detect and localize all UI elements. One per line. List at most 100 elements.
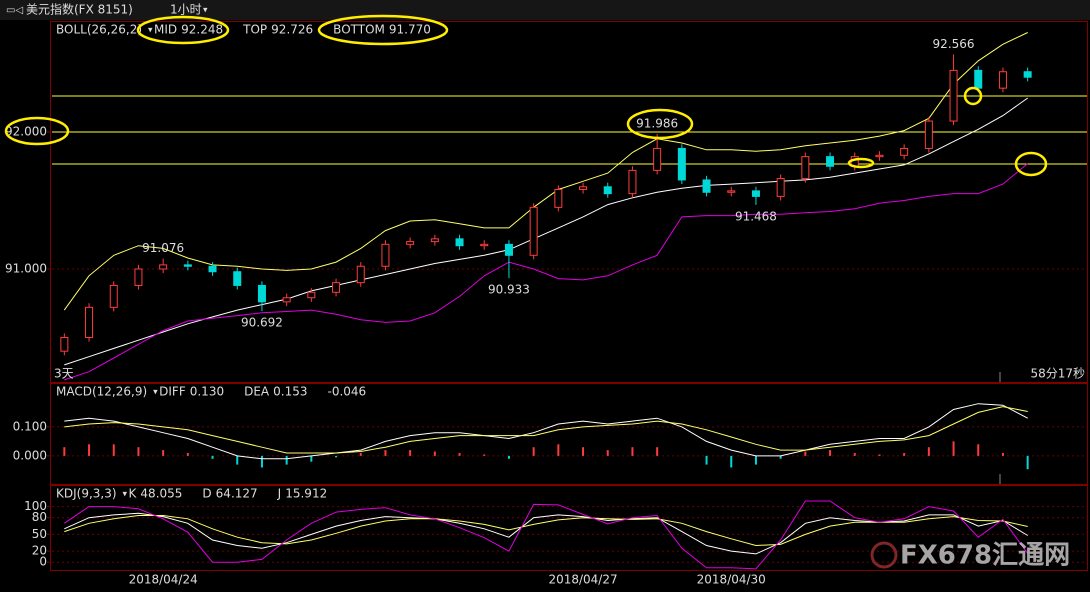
y-tick-label: 80 bbox=[32, 510, 47, 524]
candle-body bbox=[702, 179, 711, 193]
indicator-caret: ▾ bbox=[148, 26, 153, 36]
y-tick-label: 50 bbox=[32, 527, 47, 541]
watermark: FX678汇通网 bbox=[900, 541, 1070, 571]
kdj-line bbox=[64, 500, 1029, 570]
readout-name: K bbox=[129, 487, 138, 501]
candle-body bbox=[455, 238, 464, 247]
candle-body bbox=[60, 336, 69, 352]
readout-value: 0.153 bbox=[273, 385, 307, 399]
x-tick-label: 2018/04/24 bbox=[129, 573, 198, 587]
candle-body bbox=[332, 282, 341, 293]
readout-name: J bbox=[277, 487, 282, 501]
plot: 91.000 92.000 91.076 90.692 90.933 91.986 91.4… bbox=[5, 23, 1087, 587]
candle-body bbox=[282, 297, 291, 303]
candle-body bbox=[801, 156, 810, 180]
y-tick-label: 0.100 bbox=[13, 419, 47, 433]
candle-body bbox=[751, 190, 760, 197]
macd-line bbox=[64, 406, 1028, 454]
x-tick-label: 2018/04/27 bbox=[548, 573, 617, 587]
candle-body bbox=[677, 147, 686, 181]
candle-body bbox=[183, 264, 192, 267]
readout-name: BOTTOM bbox=[333, 23, 385, 37]
period[interactable]: 1小时 bbox=[170, 3, 202, 17]
candle-body bbox=[998, 71, 1007, 89]
candle-body bbox=[1023, 71, 1032, 78]
y-tick-label: 100 bbox=[24, 499, 47, 513]
candle-body bbox=[85, 306, 94, 338]
y-tick-label: 0 bbox=[39, 555, 47, 569]
candle-body bbox=[504, 243, 513, 256]
indicator-name: KDJ(9,3,3) bbox=[56, 487, 117, 501]
toolbar-icon[interactable]: ▭◁ bbox=[6, 5, 23, 16]
candle-body bbox=[554, 189, 563, 208]
y-tick-label: 92.000 bbox=[5, 125, 47, 139]
candle-body bbox=[875, 154, 884, 158]
candle-body bbox=[208, 265, 217, 273]
period-caret[interactable]: ▾ bbox=[203, 6, 208, 16]
candle-body bbox=[949, 69, 958, 122]
indicator-caret: ▾ bbox=[123, 490, 128, 500]
readout-name: TOP bbox=[242, 23, 267, 37]
readout-value: 0.130 bbox=[190, 385, 224, 399]
highlight-circle bbox=[626, 108, 694, 140]
macd-panel bbox=[50, 383, 1088, 485]
candle-body bbox=[924, 120, 933, 149]
main-panel bbox=[50, 21, 1088, 383]
highlight-circle bbox=[4, 116, 70, 146]
kdj-panel bbox=[50, 485, 1088, 571]
annotations bbox=[4, 14, 1048, 177]
candle-body bbox=[134, 268, 143, 286]
candle-body bbox=[900, 147, 909, 156]
highlight-circle bbox=[963, 86, 983, 106]
candle-body bbox=[356, 265, 365, 284]
watermark-logo bbox=[870, 541, 898, 569]
readout-value: 15.912 bbox=[285, 487, 327, 501]
highlight-circle bbox=[136, 15, 230, 45]
y-tick-label: 0.000 bbox=[13, 448, 47, 462]
readout-value: 48.055 bbox=[140, 487, 182, 501]
highlight-circle bbox=[317, 14, 449, 46]
candle-body bbox=[727, 190, 736, 193]
readout-value: 92.726 bbox=[271, 23, 313, 37]
boll-line bbox=[63, 32, 1028, 311]
highlight-circle bbox=[1014, 151, 1048, 177]
kdj-line bbox=[64, 512, 1028, 555]
high-label: 92.566 bbox=[933, 37, 975, 51]
boll-line bbox=[64, 163, 1029, 381]
high-label: 91.986 bbox=[636, 116, 678, 130]
candle-body bbox=[430, 238, 439, 243]
readout-name: MID bbox=[154, 23, 177, 37]
boll-line bbox=[64, 97, 1028, 366]
low-label: 90.933 bbox=[488, 283, 530, 297]
toolbar bbox=[0, 0, 1090, 20]
candle-body bbox=[628, 169, 637, 195]
kdj-line bbox=[64, 515, 1028, 547]
readout-value: 92.248 bbox=[181, 23, 223, 37]
readout-name: D bbox=[202, 487, 211, 501]
highlight-circle bbox=[847, 157, 875, 169]
readout-name: DIFF bbox=[159, 385, 186, 399]
high-label: 91.076 bbox=[142, 241, 184, 255]
candle-body bbox=[826, 156, 835, 167]
candle-body bbox=[480, 243, 489, 247]
y-tick-label: 91.000 bbox=[5, 261, 47, 275]
candle-body bbox=[579, 186, 588, 191]
timer: 58分17秒 bbox=[1030, 367, 1085, 381]
candle-body bbox=[603, 186, 612, 195]
readout-name: DEA bbox=[244, 385, 270, 399]
candle-body bbox=[529, 206, 538, 256]
candle-body bbox=[406, 241, 415, 245]
x-tick-label: 2018/04/30 bbox=[697, 573, 766, 587]
readout-value: -0.046 bbox=[327, 385, 366, 399]
candle-body bbox=[307, 291, 316, 299]
y-tick-label: 20 bbox=[32, 544, 47, 558]
range-label: 3天 bbox=[54, 367, 74, 381]
candle-body bbox=[974, 69, 983, 89]
indicator-caret: ▾ bbox=[153, 388, 158, 398]
symbol[interactable]: 美元指数(FX 8151) bbox=[26, 2, 133, 17]
indicator-name: MACD(12,26,9) bbox=[56, 385, 147, 399]
panel-frames bbox=[50, 21, 1088, 571]
low-label: 91.468 bbox=[735, 209, 777, 223]
